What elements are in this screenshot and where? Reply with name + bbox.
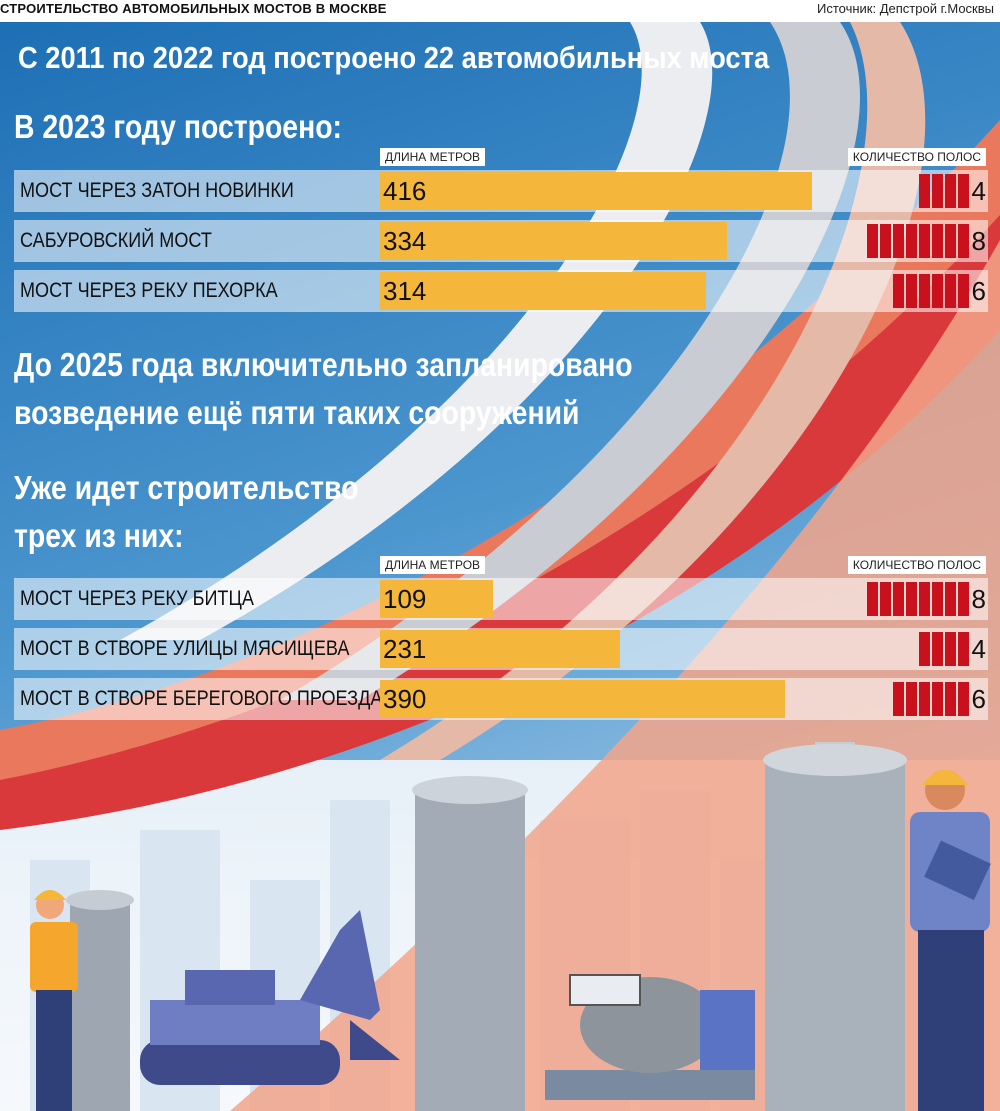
lane-block xyxy=(919,582,930,616)
lane-block xyxy=(945,632,956,666)
infographic-title: СТРОИТЕЛЬСТВО АВТОМОБИЛЬНЫХ МОСТОВ В МОС… xyxy=(0,1,387,16)
lane-block xyxy=(880,582,891,616)
lane-block xyxy=(932,682,943,716)
lane-block xyxy=(906,682,917,716)
lane-blocks xyxy=(893,682,969,716)
section-construction-title-1: Уже идет строительство xyxy=(14,469,359,506)
lane-block xyxy=(893,224,904,258)
lane-count-label: 6 xyxy=(971,276,986,306)
section-built-title: В 2023 году построено: xyxy=(14,108,343,145)
lane-block xyxy=(932,582,943,616)
length-bar xyxy=(380,272,706,310)
lane-block xyxy=(945,224,956,258)
lane-blocks xyxy=(867,224,969,258)
length-bar xyxy=(380,172,812,210)
planned-line-1: До 2025 года включительно запланировано xyxy=(14,346,633,383)
bridge-pillars xyxy=(66,742,907,1111)
length-value-label: 109 xyxy=(383,584,427,614)
col-header-lanes-construction: КОЛИЧЕСТВО ПОЛОС xyxy=(847,556,986,574)
lane-block xyxy=(932,174,943,208)
lane-block xyxy=(919,174,930,208)
source-label: Источник: Депстрой г.Москвы xyxy=(817,1,994,16)
lane-block xyxy=(958,274,969,308)
chart-row xyxy=(14,578,988,620)
length-value-label: 231 xyxy=(383,634,427,664)
length-value-label: 314 xyxy=(383,276,427,306)
lane-block xyxy=(945,274,956,308)
lane-block xyxy=(867,224,878,258)
lane-block xyxy=(880,224,891,258)
col-header-lanes-built: КОЛИЧЕСТВО ПОЛОС xyxy=(847,148,986,166)
lane-blocks xyxy=(919,632,969,666)
bridge-name-label: МОСТ ЧЕРЕЗ РЕКУ ПЕХОРКА xyxy=(20,279,278,302)
lane-block xyxy=(919,274,930,308)
bridge-name-label: МОСТ В СТВОРЕ БЕРЕГОВОГО ПРОЕЗДА xyxy=(20,687,383,710)
lane-block xyxy=(932,632,943,666)
worker-left-illustration xyxy=(30,890,78,1111)
col-header-length-construction: ДЛИНА МЕТРОВ xyxy=(380,556,486,574)
length-value-label: 416 xyxy=(383,176,427,206)
lane-block xyxy=(958,224,969,258)
length-value-label: 390 xyxy=(383,684,427,714)
lane-block xyxy=(919,224,930,258)
bridge-name-label: МОСТ ЧЕРЕЗ РЕКУ БИТЦА xyxy=(20,587,254,610)
lane-block xyxy=(919,632,930,666)
lane-block xyxy=(906,224,917,258)
lane-blocks xyxy=(893,274,969,308)
lane-block xyxy=(945,682,956,716)
lane-block xyxy=(958,682,969,716)
lane-block xyxy=(945,582,956,616)
lane-block xyxy=(919,682,930,716)
lane-block xyxy=(867,582,878,616)
lane-block xyxy=(958,632,969,666)
bridge-ribbon-pink xyxy=(380,22,926,760)
lane-block xyxy=(958,582,969,616)
length-bar xyxy=(380,222,727,260)
length-bar xyxy=(380,680,785,718)
length-bar xyxy=(380,580,493,618)
lane-block xyxy=(906,582,917,616)
lane-block xyxy=(893,274,904,308)
lane-block xyxy=(893,682,904,716)
lane-count-label: 6 xyxy=(971,684,986,714)
lane-block xyxy=(958,174,969,208)
bridge-name-label: МОСТ ЧЕРЕЗ ЗАТОН НОВИНКИ xyxy=(20,179,294,202)
lane-block xyxy=(945,174,956,208)
lane-block xyxy=(893,582,904,616)
length-value-label: 334 xyxy=(383,226,427,256)
excavator-illustration xyxy=(140,910,400,1085)
lane-count-label: 4 xyxy=(971,634,986,664)
lane-count-label: 8 xyxy=(971,226,986,256)
lane-block xyxy=(932,274,943,308)
col-header-length-built: ДЛИНА МЕТРОВ xyxy=(380,148,486,166)
bridge-ribbon-gray xyxy=(280,22,860,700)
worker-right-illustration xyxy=(910,770,991,1111)
planned-line-2: возведение ещё пяти таких сооружений xyxy=(14,394,580,431)
concrete-mixer-illustration xyxy=(545,974,755,1100)
lane-count-label: 8 xyxy=(971,584,986,614)
bridge-ribbon-dark xyxy=(0,200,1000,830)
section-construction-title-2: трех из них: xyxy=(14,517,184,554)
top-bar: СТРОИТЕЛЬСТВО АВТОМОБИЛЬНЫХ МОСТОВ В МОС… xyxy=(0,0,1000,22)
headline: С 2011 по 2022 год построено 22 автомоби… xyxy=(18,40,770,75)
lane-blocks xyxy=(867,582,969,616)
lane-block xyxy=(932,224,943,258)
bridge-name-label: МОСТ В СТВОРЕ УЛИЦЫ МЯСИЩЕВА xyxy=(20,637,350,660)
lane-count-label: 4 xyxy=(971,176,986,206)
bridge-name-label: САБУРОВСКИЙ МОСТ xyxy=(20,229,212,252)
length-bar xyxy=(380,630,620,668)
lane-blocks xyxy=(919,174,969,208)
lane-block xyxy=(906,274,917,308)
bridge-ribbon-white xyxy=(120,22,713,640)
